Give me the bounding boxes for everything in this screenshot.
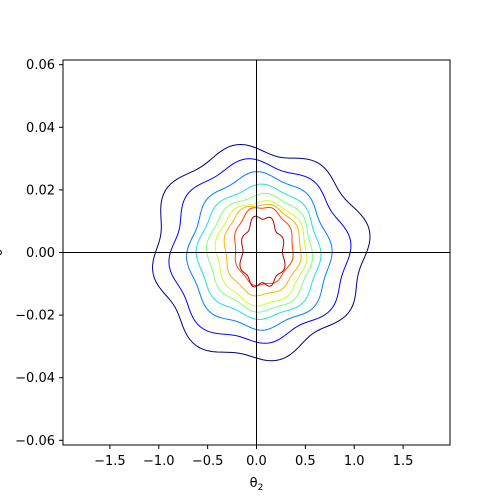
y-tick-label: 0.06 <box>26 58 55 73</box>
contour-level-9 <box>239 215 286 288</box>
y-tick-label: −0.04 <box>15 371 55 386</box>
x-tick-label: −0.5 <box>192 454 224 469</box>
x-tick-label: 1.5 <box>393 454 414 469</box>
y-tick-label: −0.06 <box>15 434 55 449</box>
x-tick-label: −1.0 <box>143 454 175 469</box>
y-axis-label: θ <box>0 248 6 256</box>
contour-level-7 <box>223 203 302 297</box>
contour-level-4 <box>195 183 322 320</box>
x-tick-label: 0.5 <box>295 454 316 469</box>
y-tick-label: −0.02 <box>15 309 55 324</box>
x-axis-ticks: −1.5 −1.0 −0.5 0.0 0.5 1.0 1.5 <box>94 445 413 469</box>
x-axis-label: θ2 <box>250 476 264 493</box>
x-axis-label-main: θ <box>250 476 258 491</box>
x-tick-label: 0.0 <box>246 454 267 469</box>
y-tick-label: 0.02 <box>26 183 55 198</box>
contour-level-3 <box>186 171 333 331</box>
x-axis-label-subscript: 2 <box>258 483 264 493</box>
y-axis-ticks: −0.06 −0.04 −0.02 0.00 0.02 0.04 0.06 <box>15 58 63 449</box>
x-tick-label: 1.0 <box>344 454 365 469</box>
y-tick-label: 0.04 <box>26 121 55 136</box>
reference-lines <box>63 60 450 445</box>
y-tick-label: 0.00 <box>26 246 55 261</box>
x-tick-label: −1.5 <box>94 454 126 469</box>
contour-level-8 <box>234 206 294 287</box>
